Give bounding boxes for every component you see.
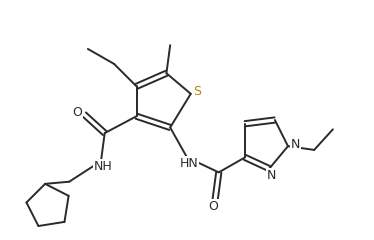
Text: O: O [73,106,82,119]
Text: N: N [266,169,276,182]
Text: S: S [193,85,202,98]
Text: HN: HN [180,157,198,170]
Text: N: N [291,138,300,151]
Text: NH: NH [94,160,112,173]
Text: O: O [208,199,218,213]
